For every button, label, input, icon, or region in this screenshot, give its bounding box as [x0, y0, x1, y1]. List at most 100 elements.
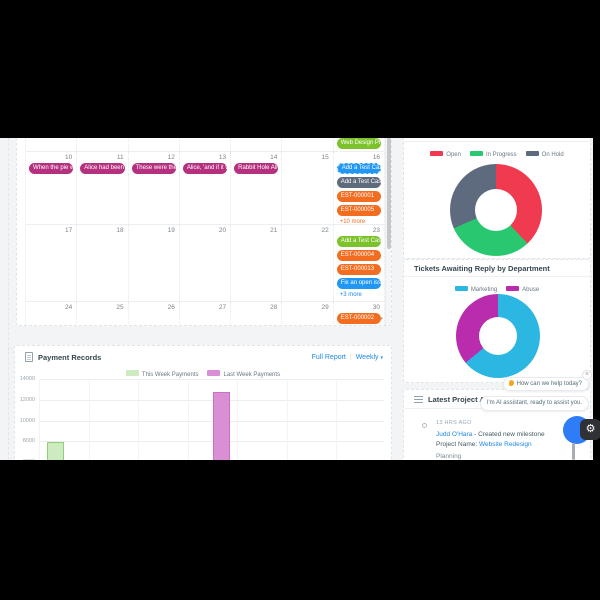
calendar-day-cell[interactable]: [26, 138, 76, 151]
tickets-status-donut-chart: [450, 164, 542, 256]
chat-close-button[interactable]: ×: [582, 370, 592, 380]
calendar-event-chip[interactable]: Rabbit Hole Alice w: [234, 163, 279, 174]
calendar-day-cell[interactable]: [76, 138, 127, 151]
legend-item[interactable]: Abuse: [506, 286, 539, 293]
calendar-day-cell[interactable]: 11 Alice had been all t: [76, 152, 127, 224]
calendar-day-cell[interactable]: 19: [127, 225, 179, 301]
calendar-day-cell[interactable]: Web Design Propos: [332, 138, 384, 151]
day-number: 16: [372, 154, 380, 161]
legend-swatch: [469, 151, 483, 156]
activity-project-line: Project Name: Website Redesign: [436, 441, 532, 448]
calendar-day-cell[interactable]: 27: [178, 302, 230, 325]
legend-label: Last Week Payments: [223, 372, 281, 378]
legend-label: Marketing: [470, 287, 498, 293]
calendar-day-cell[interactable]: 14 Rabbit Hole Alice w: [230, 152, 281, 224]
calendar-day-cell[interactable]: [127, 138, 179, 151]
waving-hand-icon: [508, 380, 514, 386]
calendar-day-cell[interactable]: 16 Add a Test Case for Add a Test Case for…: [332, 152, 384, 224]
calendar-event-chip[interactable]: Web Design Propos: [336, 138, 381, 149]
tickets-department-widget: Tickets Awaiting Reply by Department Mar…: [403, 259, 591, 383]
day-number: 12: [167, 154, 175, 161]
calendar-day-cell[interactable]: 20: [178, 225, 230, 301]
day-number: 19: [167, 227, 175, 234]
calendar-event-chip[interactable]: Alice, 'and if it was: [182, 163, 228, 174]
day-number: 20: [218, 227, 227, 234]
activity-timestamp: 13 HRS AGO: [436, 420, 472, 426]
calendar-event-chip[interactable]: When the pie was a: [29, 163, 74, 174]
calendar-grid: Web Design Propos 10 When the pie was a 11 A…: [25, 138, 385, 325]
chat-assistant-bubble[interactable]: I'm AI assistant, ready to assist you.: [479, 396, 589, 411]
chat-greeting-bubble[interactable]: How can we help today?: [502, 377, 589, 391]
calendar-day-cell[interactable]: 23 Add a Test Case for EST-000004 EST-00001…: [332, 225, 384, 301]
calendar-event-chip[interactable]: EST-000005: [336, 205, 381, 216]
calendar-day-cell[interactable]: [178, 138, 230, 151]
calendar-event-chip[interactable]: These were the cou: [131, 163, 176, 174]
gridline: [187, 379, 189, 460]
gear-overlay-badge[interactable]: ⚙: [580, 419, 600, 440]
legend-swatch: [430, 151, 444, 156]
calendar-day-cell[interactable]: 24: [26, 302, 76, 325]
calendar-event-chip[interactable]: EST-000004: [336, 250, 381, 261]
dashboard-grid-guide: [8, 138, 9, 460]
legend-item[interactable]: Marketing: [454, 286, 498, 293]
y-axis-label: 12000: [19, 396, 35, 403]
activity-user-link[interactable]: Judd O'Hara: [436, 431, 473, 438]
activity-project-label: Project Name:: [436, 441, 478, 448]
document-icon: [25, 352, 33, 362]
day-number: 24: [65, 304, 73, 311]
calendar-scrollbar-thumb[interactable]: [387, 138, 391, 249]
legend-item[interactable]: Open: [430, 151, 461, 158]
calendar-more-link[interactable]: +3 more: [339, 292, 362, 298]
scrollbar-fragment[interactable]: [572, 443, 575, 460]
list-icon: [414, 395, 423, 403]
calendar-scrollbar[interactable]: [385, 138, 391, 325]
calendar-event-chip[interactable]: EST-000001: [336, 191, 381, 202]
calendar-event-chip[interactable]: EST-000002: [336, 313, 381, 324]
calendar-day-cell[interactable]: 28: [230, 302, 281, 325]
calendar-event-chip[interactable]: Alice had been all t: [80, 163, 125, 174]
calendar-event-chip[interactable]: Add a Test Case for: [336, 177, 381, 188]
calendar-more-link[interactable]: +10 more: [339, 219, 366, 224]
period-dropdown[interactable]: Weekly ▾: [355, 353, 383, 361]
legend-item[interactable]: In Progress: [469, 151, 517, 158]
calendar-day-cell[interactable]: 21: [230, 225, 281, 301]
legend-item[interactable]: Last Week Payments: [207, 370, 280, 378]
calendar-event-chip[interactable]: Fix an open issue in: [336, 278, 381, 289]
day-number: 17: [65, 227, 73, 234]
widget-drag-handle-icon[interactable]: ⋮⋮: [6, 348, 15, 354]
calendar-day-cell[interactable]: [230, 138, 281, 151]
legend-item[interactable]: This Week Payments: [125, 370, 198, 378]
calendar-day-cell[interactable]: 15: [281, 152, 332, 224]
legend-label: On Hold: [541, 152, 564, 158]
day-number: 23: [372, 227, 380, 234]
calendar-day-cell[interactable]: 26: [127, 302, 179, 325]
tickets-department-donut-chart: [456, 294, 540, 378]
legend-item[interactable]: On Hold: [525, 151, 564, 158]
legend-label: In Progress: [485, 152, 517, 158]
calendar-day-cell[interactable]: 30 EST-000002: [332, 302, 384, 325]
calendar-event-chip[interactable]: EST-000013: [336, 264, 381, 275]
legend-swatch: [525, 151, 539, 156]
calendar-day-cell[interactable]: 29: [281, 302, 332, 325]
gridline: [336, 379, 338, 460]
calendar-day-cell[interactable]: 10 When the pie was a: [26, 152, 76, 224]
day-number: 15: [321, 154, 329, 161]
legend-swatch: [125, 370, 139, 376]
activity-project-link[interactable]: Website Redesign: [479, 441, 532, 448]
legend-label: Abuse: [522, 287, 540, 293]
calendar-day-cell[interactable]: [281, 138, 332, 151]
app-viewport: Web Design Propos 10 When the pie was a 11 A…: [0, 138, 593, 460]
calendar-day-cell[interactable]: 22: [281, 225, 332, 301]
day-number: 18: [116, 227, 124, 234]
calendar-event-chip[interactable]: Add a Test Case for: [336, 236, 381, 247]
calendar-day-cell[interactable]: 13 Alice, 'and if it was: [178, 152, 230, 224]
calendar-event-chip[interactable]: Add a Test Case for: [336, 163, 381, 174]
calendar-day-cell[interactable]: 18: [76, 225, 127, 301]
calendar-day-cell[interactable]: 17: [26, 225, 76, 301]
calendar-day-cell[interactable]: 12 These were the cou: [127, 152, 179, 224]
gridline: [39, 379, 384, 380]
calendar-day-cell[interactable]: 25: [76, 302, 127, 325]
payment-bar-chart: [39, 346, 384, 460]
link-separator: |: [349, 353, 352, 361]
full-report-link[interactable]: Full Report: [311, 353, 346, 361]
